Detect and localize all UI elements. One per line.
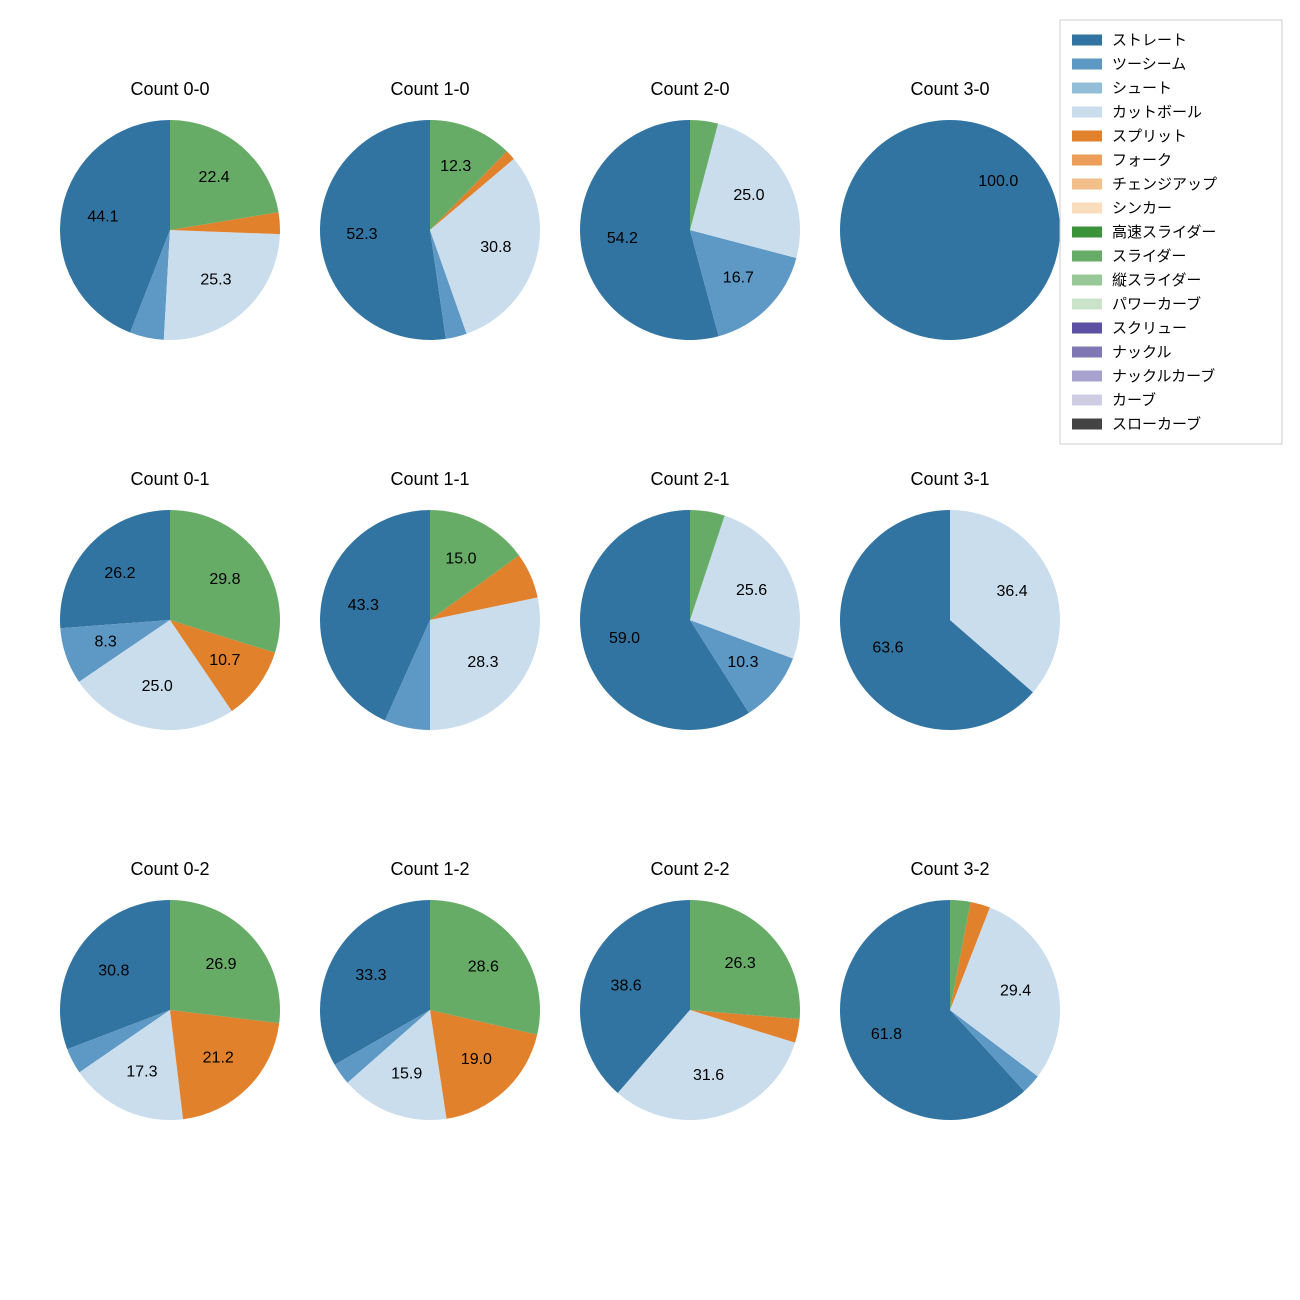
slice-label: 25.0 bbox=[733, 187, 764, 204]
chart-title: Count 2-2 bbox=[650, 859, 729, 879]
legend-swatch bbox=[1072, 179, 1102, 190]
chart-title: Count 1-1 bbox=[390, 469, 469, 489]
legend-swatch bbox=[1072, 395, 1102, 406]
slice-label: 52.3 bbox=[346, 226, 377, 243]
slice-label: 26.9 bbox=[205, 956, 236, 973]
legend-label: スライダー bbox=[1112, 248, 1186, 265]
legend-swatch bbox=[1072, 83, 1102, 94]
slice-label: 38.6 bbox=[611, 977, 642, 994]
chart-title: Count 2-1 bbox=[650, 469, 729, 489]
legend: ストレートツーシームシュートカットボールスプリットフォークチェンジアップシンカー… bbox=[1060, 20, 1282, 444]
slice-label: 26.2 bbox=[104, 565, 135, 582]
pie-slice bbox=[840, 120, 1060, 340]
slice-label: 21.2 bbox=[203, 1049, 234, 1066]
legend-label: カーブ bbox=[1112, 391, 1156, 409]
chart-title: Count 3-2 bbox=[910, 859, 989, 879]
slice-label: 16.7 bbox=[723, 269, 754, 286]
legend-label: シュート bbox=[1112, 80, 1172, 97]
legend-swatch bbox=[1072, 275, 1102, 286]
slice-label: 25.0 bbox=[142, 678, 173, 695]
pie-chart: Count 3-0 100.0 bbox=[840, 79, 1060, 340]
legend-swatch bbox=[1072, 227, 1102, 238]
legend-swatch bbox=[1072, 131, 1102, 142]
slice-label: 26.3 bbox=[725, 955, 756, 972]
slice-label: 15.0 bbox=[445, 550, 476, 567]
legend-label: ナックルカーブ bbox=[1112, 367, 1215, 385]
legend-label: 高速スライダー bbox=[1112, 224, 1216, 241]
slice-label: 30.8 bbox=[480, 239, 511, 256]
legend-swatch bbox=[1072, 299, 1102, 310]
legend-swatch bbox=[1072, 35, 1102, 46]
slice-label: 22.4 bbox=[199, 169, 230, 186]
legend-label: 縦スライダー bbox=[1112, 272, 1201, 289]
slice-label: 33.3 bbox=[355, 967, 386, 984]
slice-label: 59.0 bbox=[609, 630, 640, 647]
slice-label: 10.3 bbox=[727, 654, 758, 671]
legend-swatch bbox=[1072, 59, 1102, 70]
legend-swatch bbox=[1072, 347, 1102, 358]
chart-title: Count 0-0 bbox=[130, 79, 209, 99]
slice-label: 44.1 bbox=[87, 209, 118, 226]
slice-label: 43.3 bbox=[348, 597, 379, 614]
pie-chart: Count 1-0 52.3 30.8 12.3 bbox=[320, 79, 540, 340]
legend-swatch bbox=[1072, 155, 1102, 166]
slice-label: 17.3 bbox=[126, 1063, 157, 1080]
slice-label: 61.8 bbox=[871, 1026, 902, 1043]
chart-title: Count 0-2 bbox=[130, 859, 209, 879]
legend-swatch bbox=[1072, 419, 1102, 430]
slice-label: 30.8 bbox=[98, 963, 129, 980]
legend-label: スクリュー bbox=[1112, 320, 1187, 337]
legend-label: パワーカーブ bbox=[1112, 295, 1201, 313]
chart-title: Count 1-0 bbox=[390, 79, 469, 99]
slice-label: 29.8 bbox=[209, 571, 240, 588]
pie-chart: Count 2-0 54.2 16.7 25.0 bbox=[580, 79, 800, 340]
pie-chart: Count 0-0 44.1 25.3 22.4 bbox=[60, 79, 280, 340]
legend-swatch bbox=[1072, 203, 1102, 214]
pie-chart: Count 1-2 33.3 15.9 19.0 28.6 bbox=[320, 859, 540, 1120]
legend-swatch bbox=[1072, 107, 1102, 118]
chart-title: Count 0-1 bbox=[130, 469, 209, 489]
slice-label: 36.4 bbox=[996, 583, 1027, 600]
slice-label: 15.9 bbox=[391, 1065, 422, 1082]
legend-label: チェンジアップ bbox=[1112, 176, 1217, 193]
legend-label: スローカーブ bbox=[1112, 415, 1201, 433]
legend-label: カットボール bbox=[1112, 104, 1202, 121]
slice-label: 63.6 bbox=[872, 639, 903, 656]
slice-label: 25.3 bbox=[200, 272, 231, 289]
legend-label: フォーク bbox=[1112, 152, 1172, 169]
slice-label: 10.7 bbox=[209, 652, 240, 669]
chart-title: Count 3-1 bbox=[910, 469, 989, 489]
slice-label: 54.2 bbox=[607, 230, 638, 247]
pie-chart: Count 2-1 59.0 10.3 25.6 bbox=[580, 469, 800, 730]
pie-chart: Count 0-1 26.2 8.3 25.0 10.7 29.8 bbox=[60, 469, 280, 730]
legend-label: ストレート bbox=[1112, 32, 1187, 49]
slice-label: 8.3 bbox=[94, 634, 116, 651]
slice-label: 100.0 bbox=[978, 173, 1018, 190]
chart-title: Count 2-0 bbox=[650, 79, 729, 99]
legend-swatch bbox=[1072, 251, 1102, 262]
pie-chart: Count 0-2 30.8 17.3 21.2 26.9 bbox=[60, 859, 280, 1120]
pie-slice bbox=[320, 120, 446, 340]
pie-grid: Count 0-0 44.1 25.3 22.4 Count 1-0 52.3 30.8 12… bbox=[0, 0, 1300, 1300]
chart-title: Count 3-0 bbox=[910, 79, 989, 99]
slice-label: 19.0 bbox=[461, 1051, 492, 1068]
slice-label: 31.6 bbox=[693, 1067, 724, 1084]
slice-label: 28.3 bbox=[467, 654, 498, 671]
slice-label: 28.6 bbox=[468, 959, 499, 976]
legend-swatch bbox=[1072, 323, 1102, 334]
legend-label: シンカー bbox=[1112, 200, 1172, 217]
legend-label: ツーシーム bbox=[1112, 56, 1186, 73]
slice-label: 29.4 bbox=[1000, 983, 1031, 1000]
pie-chart: Count 1-1 43.3 28.3 15.0 bbox=[320, 469, 540, 730]
pie-chart: Count 3-2 61.8 29.4 bbox=[840, 859, 1060, 1120]
legend-label: スプリット bbox=[1112, 128, 1187, 145]
pie-chart: Count 3-1 63.6 36.4 bbox=[840, 469, 1060, 730]
pie-chart: Count 2-2 38.6 31.6 26.3 bbox=[580, 859, 800, 1120]
legend-label: ナックル bbox=[1112, 344, 1172, 361]
legend-swatch bbox=[1072, 371, 1102, 382]
chart-title: Count 1-2 bbox=[390, 859, 469, 879]
slice-label: 25.6 bbox=[736, 582, 767, 599]
slice-label: 12.3 bbox=[440, 158, 471, 175]
